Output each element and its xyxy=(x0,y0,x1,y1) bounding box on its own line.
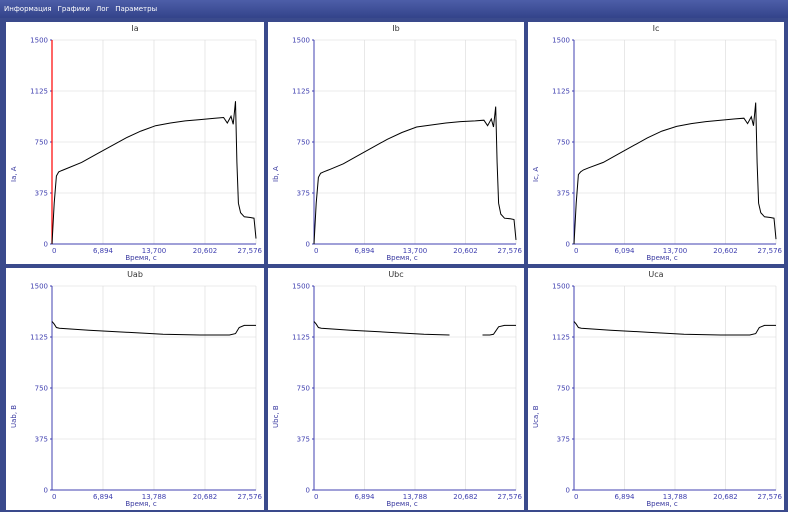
x-tick-label: 20,602 xyxy=(193,247,218,255)
x-tick-label: 6,094 xyxy=(614,247,635,255)
chart-plot-ia: 0 375 750 1125 1500 0 6,894 13,700 20,602 27,576 xyxy=(6,22,264,264)
chart-plot-uca: 0 375 750 1125 1500 0 6,894 13,788 20,682 27,576 xyxy=(528,268,784,510)
y-tick-label: 750 xyxy=(297,385,310,393)
y-tick-label: 0 xyxy=(306,241,310,249)
y-tick-label: 375 xyxy=(297,436,310,444)
chart-panel-ubc[interactable]: Ubc Ubc, B Время, с 0 375 750 1125 1500 0 6,89… xyxy=(268,268,524,510)
y-tick-label: 1125 xyxy=(552,88,570,96)
x-tick-label: 6,894 xyxy=(93,493,114,501)
y-tick-label: 750 xyxy=(557,385,570,393)
chart-plot-ubc: 0 375 750 1125 1500 0 6,894 13,788 20,682 27,576 xyxy=(268,268,524,510)
y-tick-label: 1125 xyxy=(30,88,48,96)
x-tick-label: 13,788 xyxy=(403,493,428,501)
x-tick-label: 0 xyxy=(314,493,318,501)
y-tick-label: 375 xyxy=(35,436,48,444)
x-tick-label: 27,576 xyxy=(498,247,523,255)
y-tick-label: 0 xyxy=(566,487,570,495)
y-tick-label: 0 xyxy=(44,241,48,249)
y-tick-label: 750 xyxy=(35,385,48,393)
chart-plot-ib: 0 375 750 1125 1500 0 6,894 13,700 20,602 27,576 xyxy=(268,22,524,264)
y-tick-label: 375 xyxy=(297,190,310,198)
x-tick-label: 20,682 xyxy=(713,493,738,501)
y-tick-label: 375 xyxy=(557,190,570,198)
x-tick-label: 13,700 xyxy=(142,247,167,255)
x-tick-label: 27,576 xyxy=(758,493,783,501)
chart-plot-ic: 0 375 750 1125 1500 0 6,094 13,700 20,602 27,576 xyxy=(528,22,784,264)
y-tick-label: 1500 xyxy=(552,37,570,45)
y-tick-label: 0 xyxy=(306,487,310,495)
chart-panel-uca[interactable]: Uca Uca, B Время, с 0 375 750 1125 1500 0 6,89… xyxy=(528,268,784,510)
chart-panel-ib[interactable]: Ib Ib, A Время, с 0 375 750 1125 1500 0 6,894 1… xyxy=(268,22,524,264)
chart-plot-uab: 0 375 750 1125 1500 0 6,894 13,788 20,682 27,576 xyxy=(6,268,264,510)
x-tick-label: 13,788 xyxy=(663,493,688,501)
series-line xyxy=(483,325,517,335)
x-tick-label: 6,894 xyxy=(614,493,635,501)
y-tick-label: 750 xyxy=(35,139,48,147)
menu-item-log[interactable]: Лог xyxy=(96,5,109,13)
menu-item-info[interactable]: Информация xyxy=(4,5,52,13)
chart-panel-ia[interactable]: Ia Ia, A Время, с 0 375 750 1125 1500 0 6,894 1… xyxy=(6,22,264,264)
x-tick-label: 27,576 xyxy=(498,493,523,501)
x-tick-label: 27,576 xyxy=(238,247,263,255)
y-tick-label: 1125 xyxy=(552,334,570,342)
y-tick-label: 0 xyxy=(566,241,570,249)
y-tick-label: 0 xyxy=(44,487,48,495)
y-tick-label: 1500 xyxy=(292,37,310,45)
y-tick-label: 1125 xyxy=(292,88,310,96)
x-tick-label: 20,682 xyxy=(193,493,218,501)
y-tick-label: 1500 xyxy=(292,283,310,291)
y-tick-label: 1500 xyxy=(30,37,48,45)
x-tick-label: 13,700 xyxy=(663,247,688,255)
x-tick-label: 0 xyxy=(574,247,578,255)
x-tick-label: 0 xyxy=(52,247,56,255)
menu-item-charts[interactable]: Графики xyxy=(58,5,90,13)
y-tick-label: 375 xyxy=(35,190,48,198)
y-tick-label: 1500 xyxy=(552,283,570,291)
x-tick-label: 20,682 xyxy=(453,493,478,501)
x-tick-label: 20,602 xyxy=(713,247,738,255)
x-tick-label: 27,576 xyxy=(758,247,783,255)
x-tick-label: 0 xyxy=(574,493,578,501)
x-tick-label: 20,602 xyxy=(453,247,478,255)
x-tick-label: 13,700 xyxy=(403,247,428,255)
x-tick-label: 6,894 xyxy=(93,247,114,255)
chart-panel-uab[interactable]: Uab Uab, B Время, с 0 375 750 1125 1500 0 6,89… xyxy=(6,268,264,510)
x-tick-label: 6,894 xyxy=(354,493,375,501)
y-tick-label: 1125 xyxy=(292,334,310,342)
x-tick-label: 27,576 xyxy=(238,493,263,501)
y-tick-label: 1125 xyxy=(30,334,48,342)
series-line xyxy=(314,321,450,335)
menu-item-params[interactable]: Параметры xyxy=(115,5,157,13)
x-tick-label: 6,894 xyxy=(354,247,375,255)
y-tick-label: 375 xyxy=(557,436,570,444)
menu-bar: Информация Графики Лог Параметры xyxy=(0,0,788,18)
y-tick-label: 750 xyxy=(297,139,310,147)
x-tick-label: 13,788 xyxy=(142,493,167,501)
y-tick-label: 1500 xyxy=(30,283,48,291)
chart-panel-ic[interactable]: Ic Ic, A Время, с 0 375 750 1125 1500 0 6,094 1… xyxy=(528,22,784,264)
x-tick-label: 0 xyxy=(314,247,318,255)
charts-grid: Ia Ia, A Время, с 0 375 750 1125 1500 0 6,894 1… xyxy=(0,18,788,512)
x-tick-label: 0 xyxy=(52,493,56,501)
y-tick-label: 750 xyxy=(557,139,570,147)
